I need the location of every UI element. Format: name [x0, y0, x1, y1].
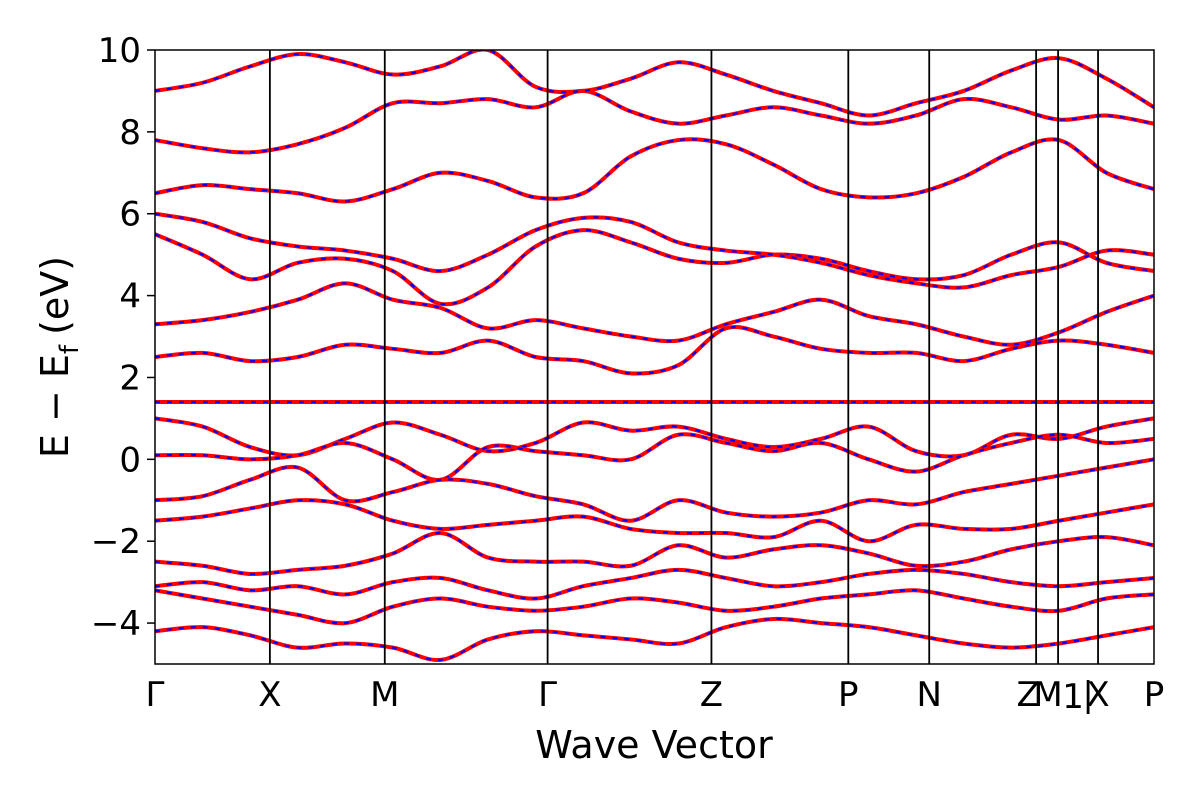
y-tick-label: 8: [119, 113, 141, 153]
y-axis-title-main: E − E: [33, 354, 77, 458]
band-8-dashed: [155, 326, 1154, 375]
y-tick-label: 4: [119, 277, 141, 317]
band-1-dashed: [155, 433, 1154, 481]
y-axis-title-subscript: f: [55, 344, 85, 354]
band-5-dashed: [155, 568, 1154, 600]
band-14-dashed: [155, 50, 1154, 117]
y-tick-label: 0: [119, 440, 141, 480]
band-11-dashed: [155, 212, 1154, 289]
svg-text:E − Ef(eV): E − Ef (eV): [33, 256, 85, 458]
band-10-dashed: [155, 229, 1154, 306]
x-tick-label: Γ: [538, 675, 557, 715]
y-axis-ticks: 10 8 6 4 2 0 −2 −4: [91, 31, 155, 644]
y-tick-label: 2: [119, 358, 141, 398]
x-tick-label: |: [1082, 675, 1093, 715]
x-tick-label: M: [1033, 675, 1062, 715]
x-tick-label: Γ: [146, 675, 165, 715]
y-tick-label: −2: [91, 522, 141, 562]
x-tick-label: P: [1144, 675, 1165, 715]
plot-frame: [154, 49, 1155, 665]
k-point-lines: [268, 50, 1099, 664]
band-9-dashed: [155, 282, 1154, 346]
x-tick-label: M: [370, 675, 399, 715]
x-tick-label: Z: [1016, 675, 1039, 715]
band-2-dashed: [155, 458, 1154, 522]
x-tick-label: X: [258, 675, 281, 715]
x-tick-label: P: [838, 675, 859, 715]
y-axis-title-unit: (eV): [33, 256, 77, 335]
x-tick-label: 1: [1062, 677, 1084, 717]
bands-layer: [155, 50, 1154, 662]
y-tick-label: 6: [119, 195, 141, 235]
x-axis-ticks: Γ X M Γ Z P N ZM 1|X P: [146, 675, 1165, 717]
band-6-dashed: [155, 589, 1154, 625]
x-tick-label: Z: [700, 675, 723, 715]
x-tick-label: X: [1086, 675, 1109, 715]
x-axis-title: Wave Vector: [535, 723, 773, 767]
y-tick-label: −4: [91, 604, 141, 644]
band-13-dashed: [155, 89, 1154, 154]
y-axis-title: E − Ef (eV): [33, 256, 85, 458]
band-4-dashed: [155, 531, 1154, 576]
x-tick-label: N: [917, 675, 942, 715]
band-7-dashed: [155, 617, 1154, 662]
band-12-dashed: [155, 138, 1154, 203]
band-3-dashed: [155, 499, 1154, 543]
y-tick-label: 10: [98, 31, 141, 71]
